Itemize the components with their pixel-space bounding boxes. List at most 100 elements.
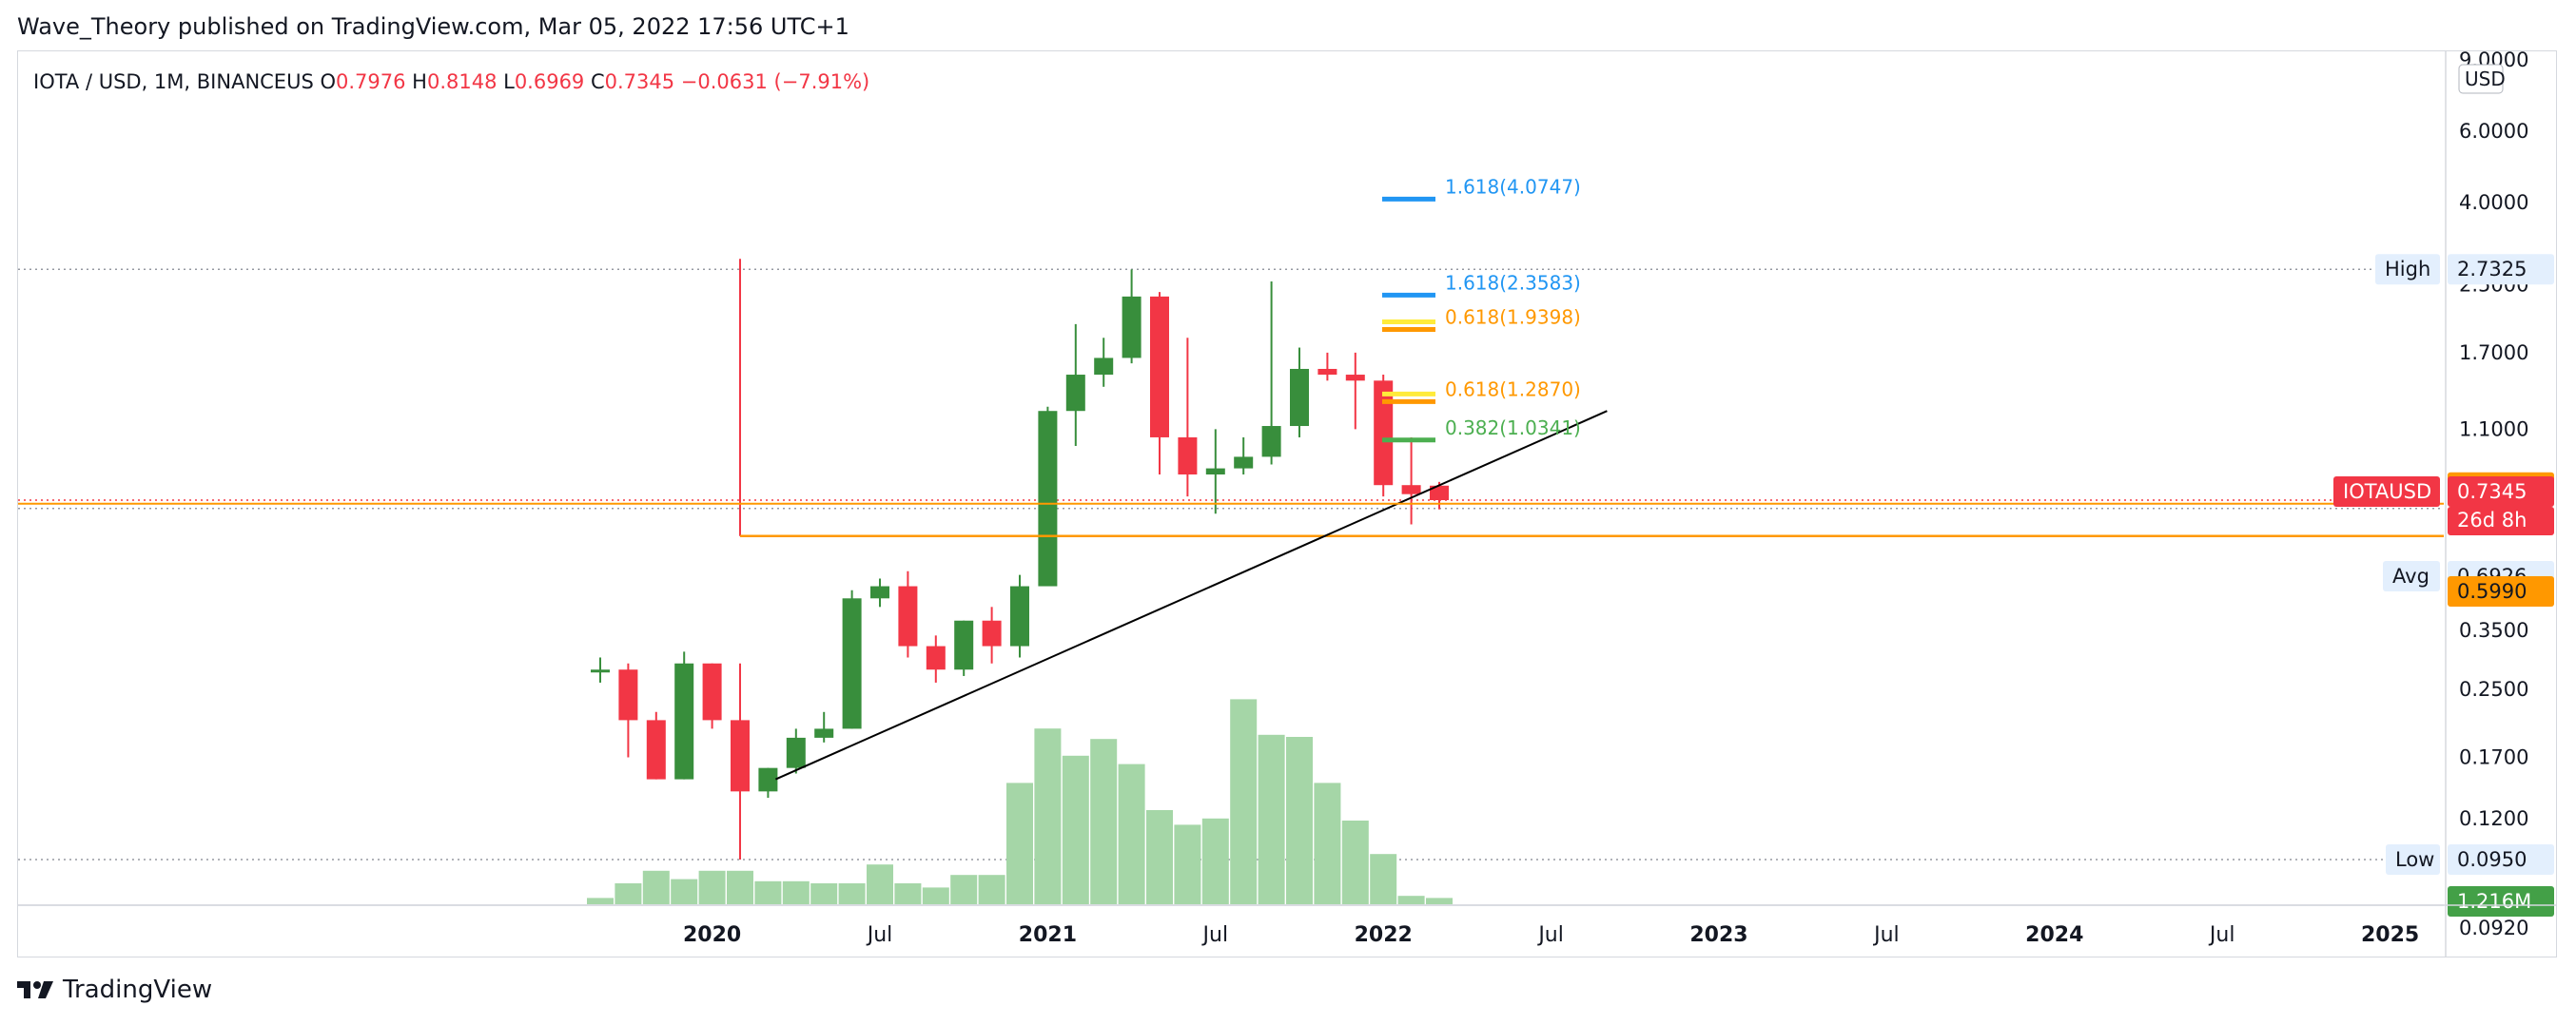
legend-part: H — [412, 70, 427, 93]
candle-body — [1234, 456, 1254, 469]
candle-body — [1010, 586, 1029, 647]
price-tick-label: 0.2500 — [2459, 678, 2528, 701]
low-tag: Low — [2395, 848, 2434, 871]
candle-body — [731, 720, 750, 792]
volume-bar — [1286, 737, 1313, 904]
volume-bar — [867, 864, 893, 904]
volume-bar — [1426, 898, 1453, 904]
volume-tag: 1.216M — [2457, 890, 2531, 913]
price-tick-label: 1.1000 — [2459, 417, 2528, 440]
candles — [591, 269, 1449, 860]
volume-bar — [838, 883, 866, 904]
footer: TradingView — [17, 976, 212, 1004]
avg-tag-bg — [2383, 561, 2440, 591]
candle-body — [674, 663, 694, 780]
volume-bar — [922, 887, 949, 904]
volume-bar — [1006, 783, 1033, 904]
fib-label: 0.618(1.2870) — [1445, 377, 1581, 400]
high-value-tag: 2.7325 — [2457, 258, 2527, 280]
level-b-tag: 0.5990 — [2457, 580, 2527, 603]
low-value-tag-bg — [2448, 844, 2554, 875]
price-tick-label: 6.0000 — [2459, 120, 2528, 143]
time-tick-label: Jul — [866, 923, 893, 947]
volume-tag-bg — [2448, 886, 2554, 917]
low-tag-bg — [2386, 844, 2440, 875]
price-tick-label: 1.7000 — [2459, 341, 2528, 364]
chart-frame: 1.618(4.0747) 1.618(2.3583) 0.618(1.9398) 0… — [17, 48, 2557, 957]
publish-info: Wave_Theory published on TradingView.com… — [17, 13, 849, 40]
volume-bar — [615, 883, 642, 904]
candle-body — [842, 598, 862, 729]
price-tick-label: 0.0920 — [2459, 917, 2528, 939]
time-tick-label: 2023 — [1689, 923, 1747, 947]
tradingview-brand: TradingView — [63, 976, 213, 1004]
last-price-tag: 0.7345 — [2457, 480, 2527, 503]
legend-part: C — [591, 70, 605, 93]
volume-bar — [1230, 699, 1258, 904]
last-price-tag-bg — [2448, 476, 2554, 507]
candle-body — [1150, 296, 1169, 437]
symbol-tag-bg — [2333, 476, 2440, 507]
time-tick-label: 2025 — [2361, 923, 2419, 947]
candle-body — [1317, 368, 1337, 376]
volume-bar — [1034, 728, 1062, 904]
candle-body — [898, 586, 918, 647]
legend-line: IOTA / USD, 1M, BINANCEUS O0.7976 H0.814… — [33, 70, 869, 93]
volume-bar — [1397, 896, 1425, 904]
volume-bar — [1314, 783, 1341, 904]
volume-bar — [587, 898, 614, 904]
candle-body — [1430, 485, 1449, 500]
price-tick-label: 0.1700 — [2459, 745, 2528, 768]
volume-bar — [1174, 824, 1201, 904]
fib-label: 0.382(1.0341) — [1445, 416, 1581, 439]
volume-bar — [698, 870, 726, 904]
candle-body — [702, 663, 722, 721]
time-tick-label: 2020 — [683, 923, 741, 947]
candle-body — [1345, 375, 1365, 381]
volume-bar — [1090, 739, 1118, 904]
legend-part: 0.6969 — [515, 70, 591, 93]
time-tick-label: Jul — [1536, 923, 1564, 947]
candle-body — [618, 669, 638, 721]
time-tick-label: 2022 — [1355, 923, 1413, 947]
candle-body — [1065, 375, 1085, 412]
legend-part: L — [503, 70, 515, 93]
low-value-tag: 0.0950 — [2457, 848, 2527, 871]
volume-bar — [1201, 818, 1229, 904]
drawings: 1.618(4.0747) 1.618(2.3583) 0.618(1.9398) 0… — [18, 175, 2444, 781]
volume-bar — [671, 879, 698, 904]
time-tick-label: Jul — [1201, 923, 1229, 947]
price-tick-label: 4.0000 — [2459, 191, 2528, 214]
trendline — [774, 410, 1608, 781]
currency-button[interactable] — [2458, 64, 2504, 94]
legend-part: 0.7976 — [336, 70, 412, 93]
candle-body — [1401, 485, 1421, 494]
candle-body — [1374, 380, 1394, 486]
candle-body — [591, 669, 610, 673]
legend-part: 0.7345 — [605, 70, 681, 93]
candle-body — [954, 620, 974, 670]
time-axis: 2020 Jul 2021 Jul 2022 Jul 2023 Jul 2024 Jul 2025 — [18, 904, 2556, 947]
legend-part: O — [320, 70, 336, 93]
volume-bar — [782, 880, 810, 904]
legend-part: 0.8148 — [427, 70, 503, 93]
legend-part: −0.0631 (−7.91%) — [681, 70, 869, 93]
volume-bar — [727, 870, 753, 904]
volume-bar — [978, 875, 1005, 904]
volume-bar — [1258, 734, 1285, 904]
high-tag: High — [2385, 258, 2430, 280]
candle-body — [982, 620, 1002, 647]
volume-bar — [1370, 854, 1397, 904]
countdown-tag: 26d 8h — [2457, 509, 2527, 532]
volume-bar — [1118, 764, 1145, 904]
price-chart[interactable]: 1.618(4.0747) 1.618(2.3583) 0.618(1.9398) 0… — [18, 48, 2556, 957]
level-b-tag-bg — [2448, 576, 2554, 607]
volume-bar — [810, 883, 838, 904]
volume-bars — [587, 699, 1453, 904]
candle-body — [1205, 468, 1225, 475]
fib-label: 1.618(2.3583) — [1445, 271, 1581, 294]
candle-body — [758, 767, 778, 792]
high-value-tag-bg — [2448, 254, 2554, 285]
candle-body — [1122, 296, 1142, 358]
time-tick-label: Jul — [2208, 923, 2235, 947]
